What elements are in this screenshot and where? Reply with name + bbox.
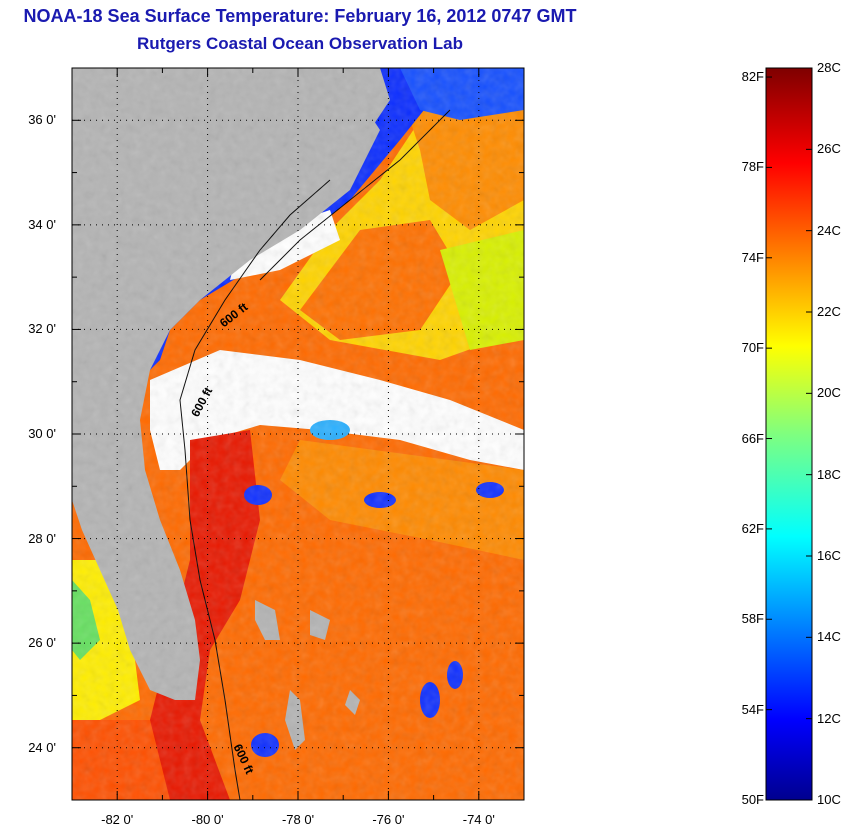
page-title: NOAA-18 Sea Surface Temperature: Februar… [23, 6, 577, 26]
cb-f-label: 78F [741, 159, 764, 175]
cb-f-label: 58F [741, 611, 764, 627]
cb-f-label: 66F [741, 430, 764, 446]
lon-label: -76 0' [372, 812, 405, 827]
cb-c-label: 16C [817, 548, 841, 563]
map-grid [72, 68, 524, 800]
lat-label: 24 0' [28, 739, 56, 755]
cb-c-label: 20C [817, 385, 841, 401]
lon-label: -82 0' [101, 812, 134, 827]
lat-label: 36 0' [28, 112, 56, 128]
axis-ticks [72, 68, 525, 800]
cb-f-label: 74F [741, 249, 764, 265]
cb-c-label: 12C [817, 710, 841, 726]
lat-label: 30 0' [28, 426, 56, 441]
lat-label: 26 0' [28, 635, 56, 651]
lon-label: -80 0' [191, 812, 224, 827]
cb-c-label: 24C [817, 222, 841, 238]
page-subtitle: Rutgers Coastal Ocean Observation Lab [137, 34, 463, 53]
cb-f-label: 82F [741, 69, 764, 85]
cb-f-label: 62F [741, 520, 764, 536]
cb-c-label: 22C [817, 304, 841, 319]
cb-c-label: 26C [817, 141, 841, 157]
lon-label: -74 0' [462, 812, 495, 827]
lat-label: 34 0' [28, 216, 56, 232]
colorbar-ticks [766, 67, 812, 801]
cb-c-label: 10C [817, 792, 841, 807]
map-imagery [72, 68, 524, 800]
cb-f-label: 50F [741, 792, 764, 807]
cb-c-label: 28C [817, 60, 841, 75]
lon-label: -78 0' [281, 812, 315, 827]
lat-label: 32 0' [28, 321, 56, 337]
colorbar [765, 67, 813, 801]
cb-c-label: 14C [817, 629, 841, 645]
cb-f-label: 54F [741, 701, 764, 717]
cb-c-label: 18C [817, 466, 841, 482]
lat-label: 28 0' [28, 530, 56, 546]
cb-f-label: 70F [741, 340, 764, 356]
